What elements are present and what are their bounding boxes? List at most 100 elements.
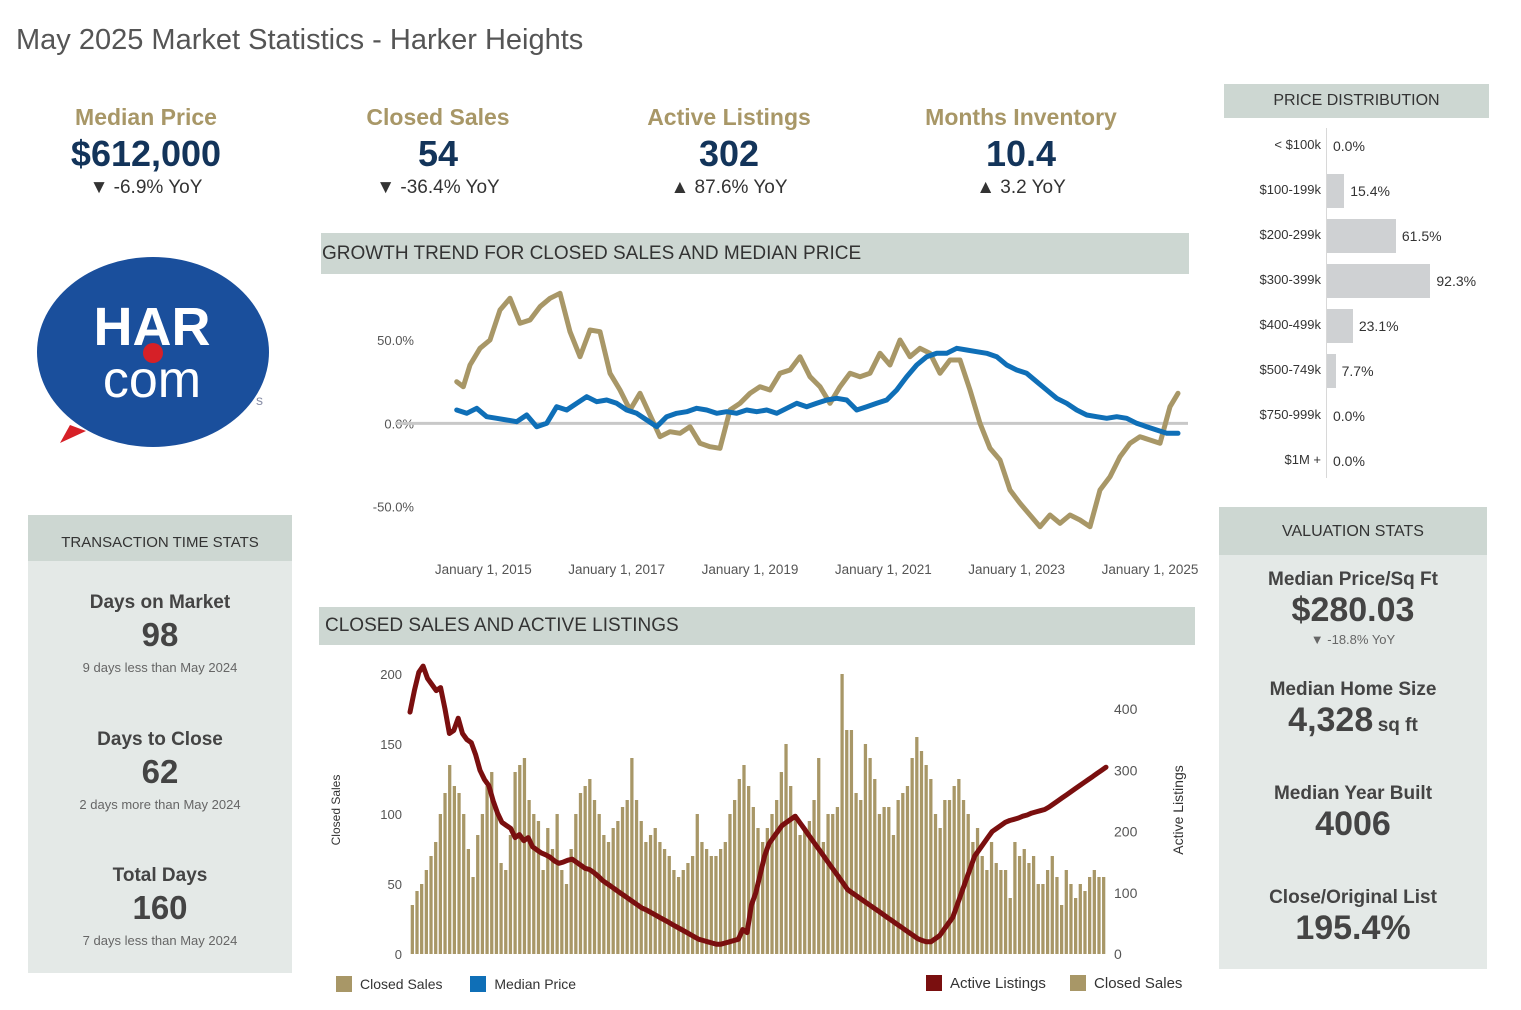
closed-sales-bar [1022,849,1026,954]
closed-sales-bar [999,870,1003,954]
closed-sales-bar [560,870,564,954]
closed-sales-bar [980,856,984,954]
series-line-closed-sales [454,290,1181,530]
closed-sales-bar [672,870,676,954]
closed-sales-bar [966,814,970,954]
price-range-label: $400-499k [1259,317,1321,332]
har-logo[interactable]: s HAR com [30,255,280,455]
closed-sales-bar [854,793,858,954]
legend-item-active-listings: Active Listings [926,975,1046,992]
closed-sales-bar [555,814,559,954]
closed-sales-bar [574,814,578,954]
closed-sales-bar [929,779,933,954]
closed-sales-bar [961,800,966,954]
closed-sales-bar [994,863,998,954]
closed-sales-bar [863,744,868,954]
y-tick-label: -50.0% [373,500,415,515]
closed-sales-bar [508,835,513,954]
closed-sales-bar [462,814,466,954]
price-distribution-row: < $100k 0.0% [1224,123,1514,168]
price-range-label: < $100k [1274,137,1321,152]
closed-sales-bar [690,856,695,954]
closed-sales-bar [443,793,447,954]
stat-label: Median Price/Sq Ft [1268,569,1438,590]
closed-sales-bar [1045,870,1050,954]
closed-sales-bar [849,730,854,954]
closed-sales-bar [457,793,461,954]
series-line-median-price [454,345,1181,436]
closed-sales-bar [676,877,681,954]
price-range-label: $300-399k [1259,272,1321,287]
legend-label: Closed Sales [360,976,443,992]
valuation-panel: Median Price/Sq Ft $280.03 ▼ -18.8% YoY … [1219,555,1487,969]
stat-value: 195.4% [1295,909,1411,947]
closed-sales-bar [896,800,900,954]
stat-value: 62 [141,753,179,790]
price-distribution-row: $750-999k 0.0% [1224,393,1514,438]
price-distribution-row: $1M + 0.0% [1224,438,1514,483]
closed-sales-bar [1031,856,1036,954]
closed-sales-bar [606,842,611,954]
stat-label: Days on Market [89,592,231,613]
closed-sales-bar [868,758,872,954]
closed-sales-bar [859,800,863,954]
closed-sales-bar [873,779,877,954]
y-tick-label: 200 [380,667,402,682]
price-distribution-bar [1327,174,1345,208]
kpi-yoy: ▼ -36.4% YoY [376,177,500,198]
closed-sales-bar [840,674,844,954]
closed-sales-bar [765,828,769,954]
price-distribution-percent: 61.5% [1401,228,1442,244]
closed-sales-bar [761,842,765,954]
closed-sales-bar [541,870,545,954]
stat-value: 160 [132,889,188,926]
closed-sales-bar [644,842,648,954]
closed-sales-bar [952,786,956,954]
legend-swatch [1070,975,1087,991]
closed-sales-bar [910,758,914,954]
closed-sales-bar [798,835,802,954]
transaction-header: TRANSACTION TIME STATS [28,515,292,561]
price-distribution-percent: 0.0% [1333,453,1365,469]
closed-sales-bar [569,849,573,954]
closed-sales-bar [971,842,975,954]
price-distribution-percent: 23.1% [1358,318,1399,334]
kpi-value: 302 [698,133,760,174]
price-per-sqft-stat: Median Price/Sq Ft $280.03 ▼ -18.8% YoY [1219,569,1487,647]
closed-sales-bar [588,779,592,954]
closed-sales-bar [919,751,924,954]
y2-tick-label: 300 [1114,762,1138,778]
legend-swatch [336,976,352,992]
price-distribution-row: $300-399k 92.3% [1224,258,1514,303]
closed-sales-bar [448,765,452,954]
series-line-active-listings [407,663,1109,947]
closed-sales-bar [597,814,601,954]
closed-sales-bar [630,758,634,954]
stat-unit: sq ft [1377,715,1418,736]
closed-sales-bar [891,835,896,954]
y2-axis-title: Active Listings [1170,765,1186,854]
closed-sales-bar [1059,905,1064,954]
x-tick-label: January 1, 2017 [568,562,665,577]
closed-sales-bar [695,814,699,954]
kpi-label: Active Listings [647,104,811,130]
legend-label: Median Price [494,976,577,992]
closed-sales-bar [550,849,555,954]
closed-sales-bar [784,744,788,954]
closed-sales-bar [1078,884,1082,954]
price-distribution-row: $500-749k 7.7% [1224,348,1514,393]
closed-sales-bar [704,849,709,954]
closed-sales-bar [826,814,830,954]
closed-sales-bar [452,786,457,954]
closed-sales-bar [1092,870,1096,954]
closed-sales-bar [592,800,597,954]
closed-sales-bar [480,814,485,954]
y2-tick-label: 200 [1114,824,1138,840]
kpi-months-inventory: Months Inventory 10.4 ▲ 3.2 YoY [896,104,1146,199]
closed-sales-bar [513,772,517,954]
x-tick-label: January 1, 2023 [968,562,1065,577]
listings-legend: Active Listings Closed Sales [926,975,1182,992]
x-tick-label: January 1, 2015 [435,562,532,577]
closed-sales-bar [681,870,685,954]
